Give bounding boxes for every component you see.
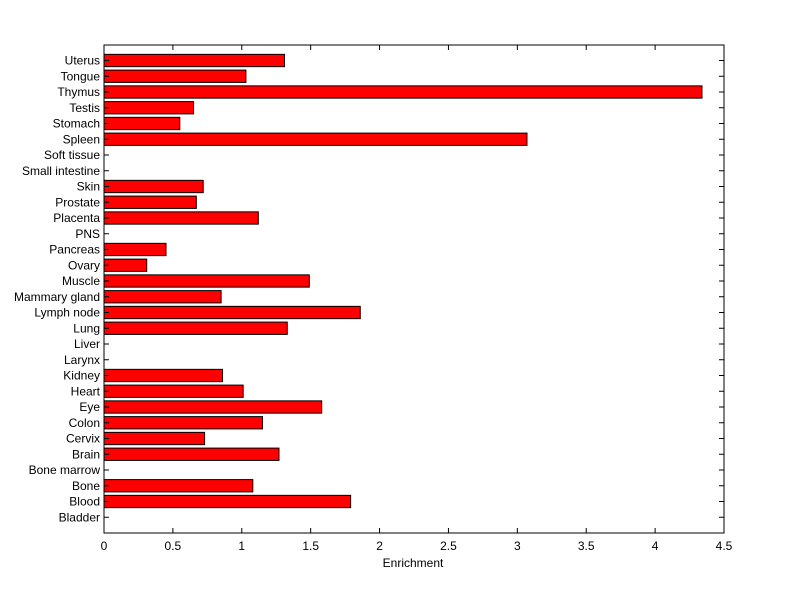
bar-brain [103,447,280,461]
bar-lymph-node [103,305,361,320]
y-tick-label: Soft tissue [44,148,100,162]
x-tick-label: 1.5 [302,539,319,553]
y-tick-label: PNS [75,227,100,241]
bar-heart [103,384,244,398]
bar-kidney [103,368,223,383]
y-tick-label: Skin [77,180,100,194]
x-tick-label: 4 [652,539,659,553]
y-tick-label: Uterus [65,54,100,68]
bar-eye [103,400,323,414]
x-tick-label: 0.5 [165,539,182,553]
y-tick-label: Kidney [63,369,100,383]
x-axis-title: Enrichment [383,556,444,570]
y-tick-label: Muscle [62,274,100,288]
x-tick-label: 0 [101,539,108,553]
y-tick-label: Lung [73,321,100,335]
x-tick-label: 3 [514,539,521,553]
y-tick-label: Mammary gland [14,290,100,304]
y-tick-label: Thymus [57,85,100,99]
x-tick-label: 2 [376,539,383,553]
bar-tongue [103,69,247,83]
bar-placenta [103,211,259,225]
bar-ovary [103,258,148,272]
bar-pancreas [103,242,167,257]
y-tick-label: Brain [72,447,100,461]
bar-uterus [103,53,285,68]
y-tick-label: Eye [79,400,100,414]
y-tick-label: Spleen [63,132,100,146]
x-tick-label: 4.5 [716,539,733,553]
y-tick-label: Bone marrow [29,463,101,477]
y-tick-label: Cervix [66,432,100,446]
bar-stomach [103,116,181,131]
bar-skin [103,179,204,194]
y-tick-label: Ovary [68,258,100,272]
axis-ticks [103,45,725,533]
bar-muscle [103,274,310,288]
y-tick-label: Prostate [55,195,100,209]
y-tick-label: Bladder [59,510,100,524]
y-tick-label: Bone [72,479,100,493]
bar-blood [103,494,352,509]
y-tick-label: Colon [69,416,100,430]
bar-thymus [103,85,703,99]
y-tick-label: Small intestine [22,164,100,178]
y-tick-label: Liver [74,337,100,351]
bar-bone [103,479,254,493]
bar-lung [103,321,288,335]
y-tick-label: Tongue [61,69,101,83]
bar-spleen [103,132,528,146]
y-tick-label: Testis [69,101,100,115]
y-tick-label: Lymph node [34,306,100,320]
bar-testis [103,101,195,115]
y-tick-label: Blood [69,495,100,509]
x-tick-label: 1 [238,539,245,553]
y-tick-label: Larynx [64,353,100,367]
x-tick-label: 3.5 [578,539,595,553]
plot-frame [103,44,725,534]
y-tick-label: Pancreas [49,243,100,257]
bar-mammary-gland [103,290,222,304]
x-tick-labels: 0 0.5 1 1.5 2 2.5 3 3.5 4 4.5 [101,539,733,553]
y-tick-label: Heart [71,384,101,398]
y-tick-label: Stomach [53,117,100,131]
bar-cervix [103,431,206,446]
bar-colon [103,416,263,430]
x-tick-label: 2.5 [440,539,457,553]
bar-prostate [103,195,197,209]
y-tick-label: Placenta [53,211,100,225]
